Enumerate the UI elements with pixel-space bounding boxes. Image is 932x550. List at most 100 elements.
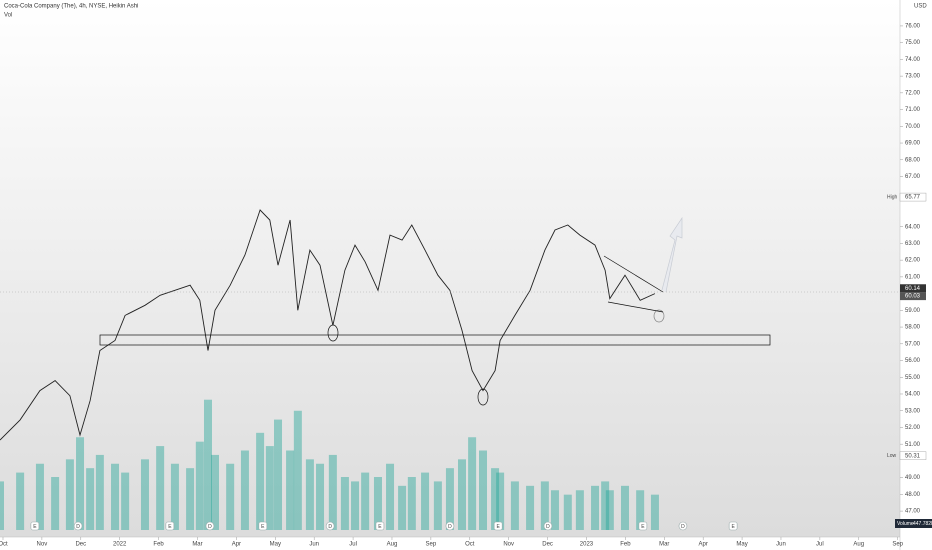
y-tick-label: 54.00 xyxy=(905,392,921,398)
x-tick-label: Jul xyxy=(349,542,357,548)
x-tick-label: Oct xyxy=(465,542,475,548)
event-icon xyxy=(205,521,215,531)
volume-bar xyxy=(433,481,442,530)
volume-bar xyxy=(256,432,265,530)
volume-bar xyxy=(563,494,572,530)
event-icon xyxy=(165,521,175,531)
y-tick-label: 62.00 xyxy=(905,258,921,264)
x-tick-label: May xyxy=(736,542,747,548)
volume-bar xyxy=(540,481,549,530)
currency: USD xyxy=(914,4,927,10)
volume-bar xyxy=(491,468,500,530)
volume-bar xyxy=(550,490,559,530)
volume-bar xyxy=(51,477,60,530)
event-icon xyxy=(728,521,738,531)
volume-bar xyxy=(386,463,395,530)
y-tick-label: 58.00 xyxy=(905,325,921,331)
x-tick-label: Jul xyxy=(816,542,824,548)
high-tag xyxy=(899,192,927,202)
projection-arrow xyxy=(661,216,683,293)
volume-bar xyxy=(445,468,454,530)
volume-bar xyxy=(65,459,74,530)
low-tag xyxy=(899,451,927,460)
volume-bar xyxy=(340,477,349,530)
volume-bar xyxy=(210,454,219,530)
x-tick-label: Aug xyxy=(853,542,864,548)
event-label: D xyxy=(208,524,212,530)
volume-bar xyxy=(510,481,519,530)
volume-bar xyxy=(458,459,467,530)
volume-bar xyxy=(351,481,360,530)
x-tick-label: Feb xyxy=(620,542,631,548)
y-tick-label: 64.00 xyxy=(905,224,921,230)
y-tick-label: 49.00 xyxy=(905,475,921,481)
trend-line xyxy=(607,301,664,313)
volume-legend: Vol xyxy=(4,13,12,19)
event-label: D xyxy=(328,524,332,530)
event-label: E xyxy=(168,524,172,530)
x-tick-label: Dec xyxy=(542,542,553,548)
volume-bar xyxy=(0,481,4,530)
event-icon xyxy=(638,521,648,531)
volume-bar xyxy=(373,477,382,530)
event-label: E xyxy=(641,524,645,530)
volume-bar xyxy=(240,450,249,530)
x-tick-label: Mar xyxy=(192,542,202,548)
x-tick-label: Apr xyxy=(699,542,708,548)
x-tick-label: Mar xyxy=(659,542,669,548)
volume-bar xyxy=(86,468,95,530)
x-tick-label: 2022 xyxy=(113,542,127,548)
x-tick-label: Sep xyxy=(426,542,437,548)
x-tick-label: Jun xyxy=(776,542,786,548)
volume-tag xyxy=(895,519,932,528)
volume-bar xyxy=(156,446,165,530)
volume-bar xyxy=(76,437,85,530)
x-tick-label: Oct xyxy=(0,542,8,548)
x-tick-label: Nov xyxy=(503,542,514,548)
x-tick-label: Dec xyxy=(75,542,86,548)
volume-bar xyxy=(468,437,477,530)
volume-bar xyxy=(293,410,302,530)
time-axis xyxy=(0,537,900,550)
volume-bar xyxy=(620,485,629,530)
volume-bar xyxy=(361,472,370,530)
y-tick-label: 69.00 xyxy=(905,141,921,147)
low-value: 50.31 xyxy=(905,453,921,459)
circle-marker xyxy=(477,388,489,406)
y-tick-label: 75.00 xyxy=(905,40,921,46)
y-tick-label: 61.00 xyxy=(905,274,921,280)
y-tick-label: 59.00 xyxy=(905,308,921,314)
x-tick-label: Feb xyxy=(153,542,164,548)
volume-bar xyxy=(496,472,505,530)
drawings xyxy=(99,216,771,406)
volume-bar xyxy=(195,441,204,530)
volume-bar xyxy=(121,472,130,530)
chart-title: Coca-Cola Company (The), 4h, NYSE, Heiki… xyxy=(4,4,138,10)
circle-marker xyxy=(327,324,339,342)
event-label: E xyxy=(497,524,501,530)
y-tick-label: 57.00 xyxy=(905,341,921,347)
event-label: D xyxy=(546,524,550,530)
price-layer xyxy=(0,209,656,441)
event-label: E xyxy=(261,524,265,530)
x-tick-label: Nov xyxy=(37,542,48,548)
y-tick-label: 47.00 xyxy=(905,509,921,515)
event-icon xyxy=(325,521,335,531)
y-tick-label: 55.00 xyxy=(905,375,921,381)
x-tick-label: 2023 xyxy=(580,542,594,548)
volume-bar xyxy=(601,481,610,530)
volume-tag-name: Volume xyxy=(897,521,914,527)
high-label: High xyxy=(887,194,898,200)
volume-bar xyxy=(170,463,179,530)
volume-bar xyxy=(274,419,283,530)
event-label: D xyxy=(448,524,452,530)
volume-bar xyxy=(286,450,295,530)
volume-bar xyxy=(636,490,645,530)
y-tick-label: 52.00 xyxy=(905,425,921,431)
x-tick-label: Sep xyxy=(892,542,903,548)
event-icon xyxy=(375,521,385,531)
price-line xyxy=(0,209,656,441)
event-icon xyxy=(30,521,40,531)
y-tick-label: 74.00 xyxy=(905,57,921,63)
price-tag-label: 60.03 xyxy=(905,294,921,300)
